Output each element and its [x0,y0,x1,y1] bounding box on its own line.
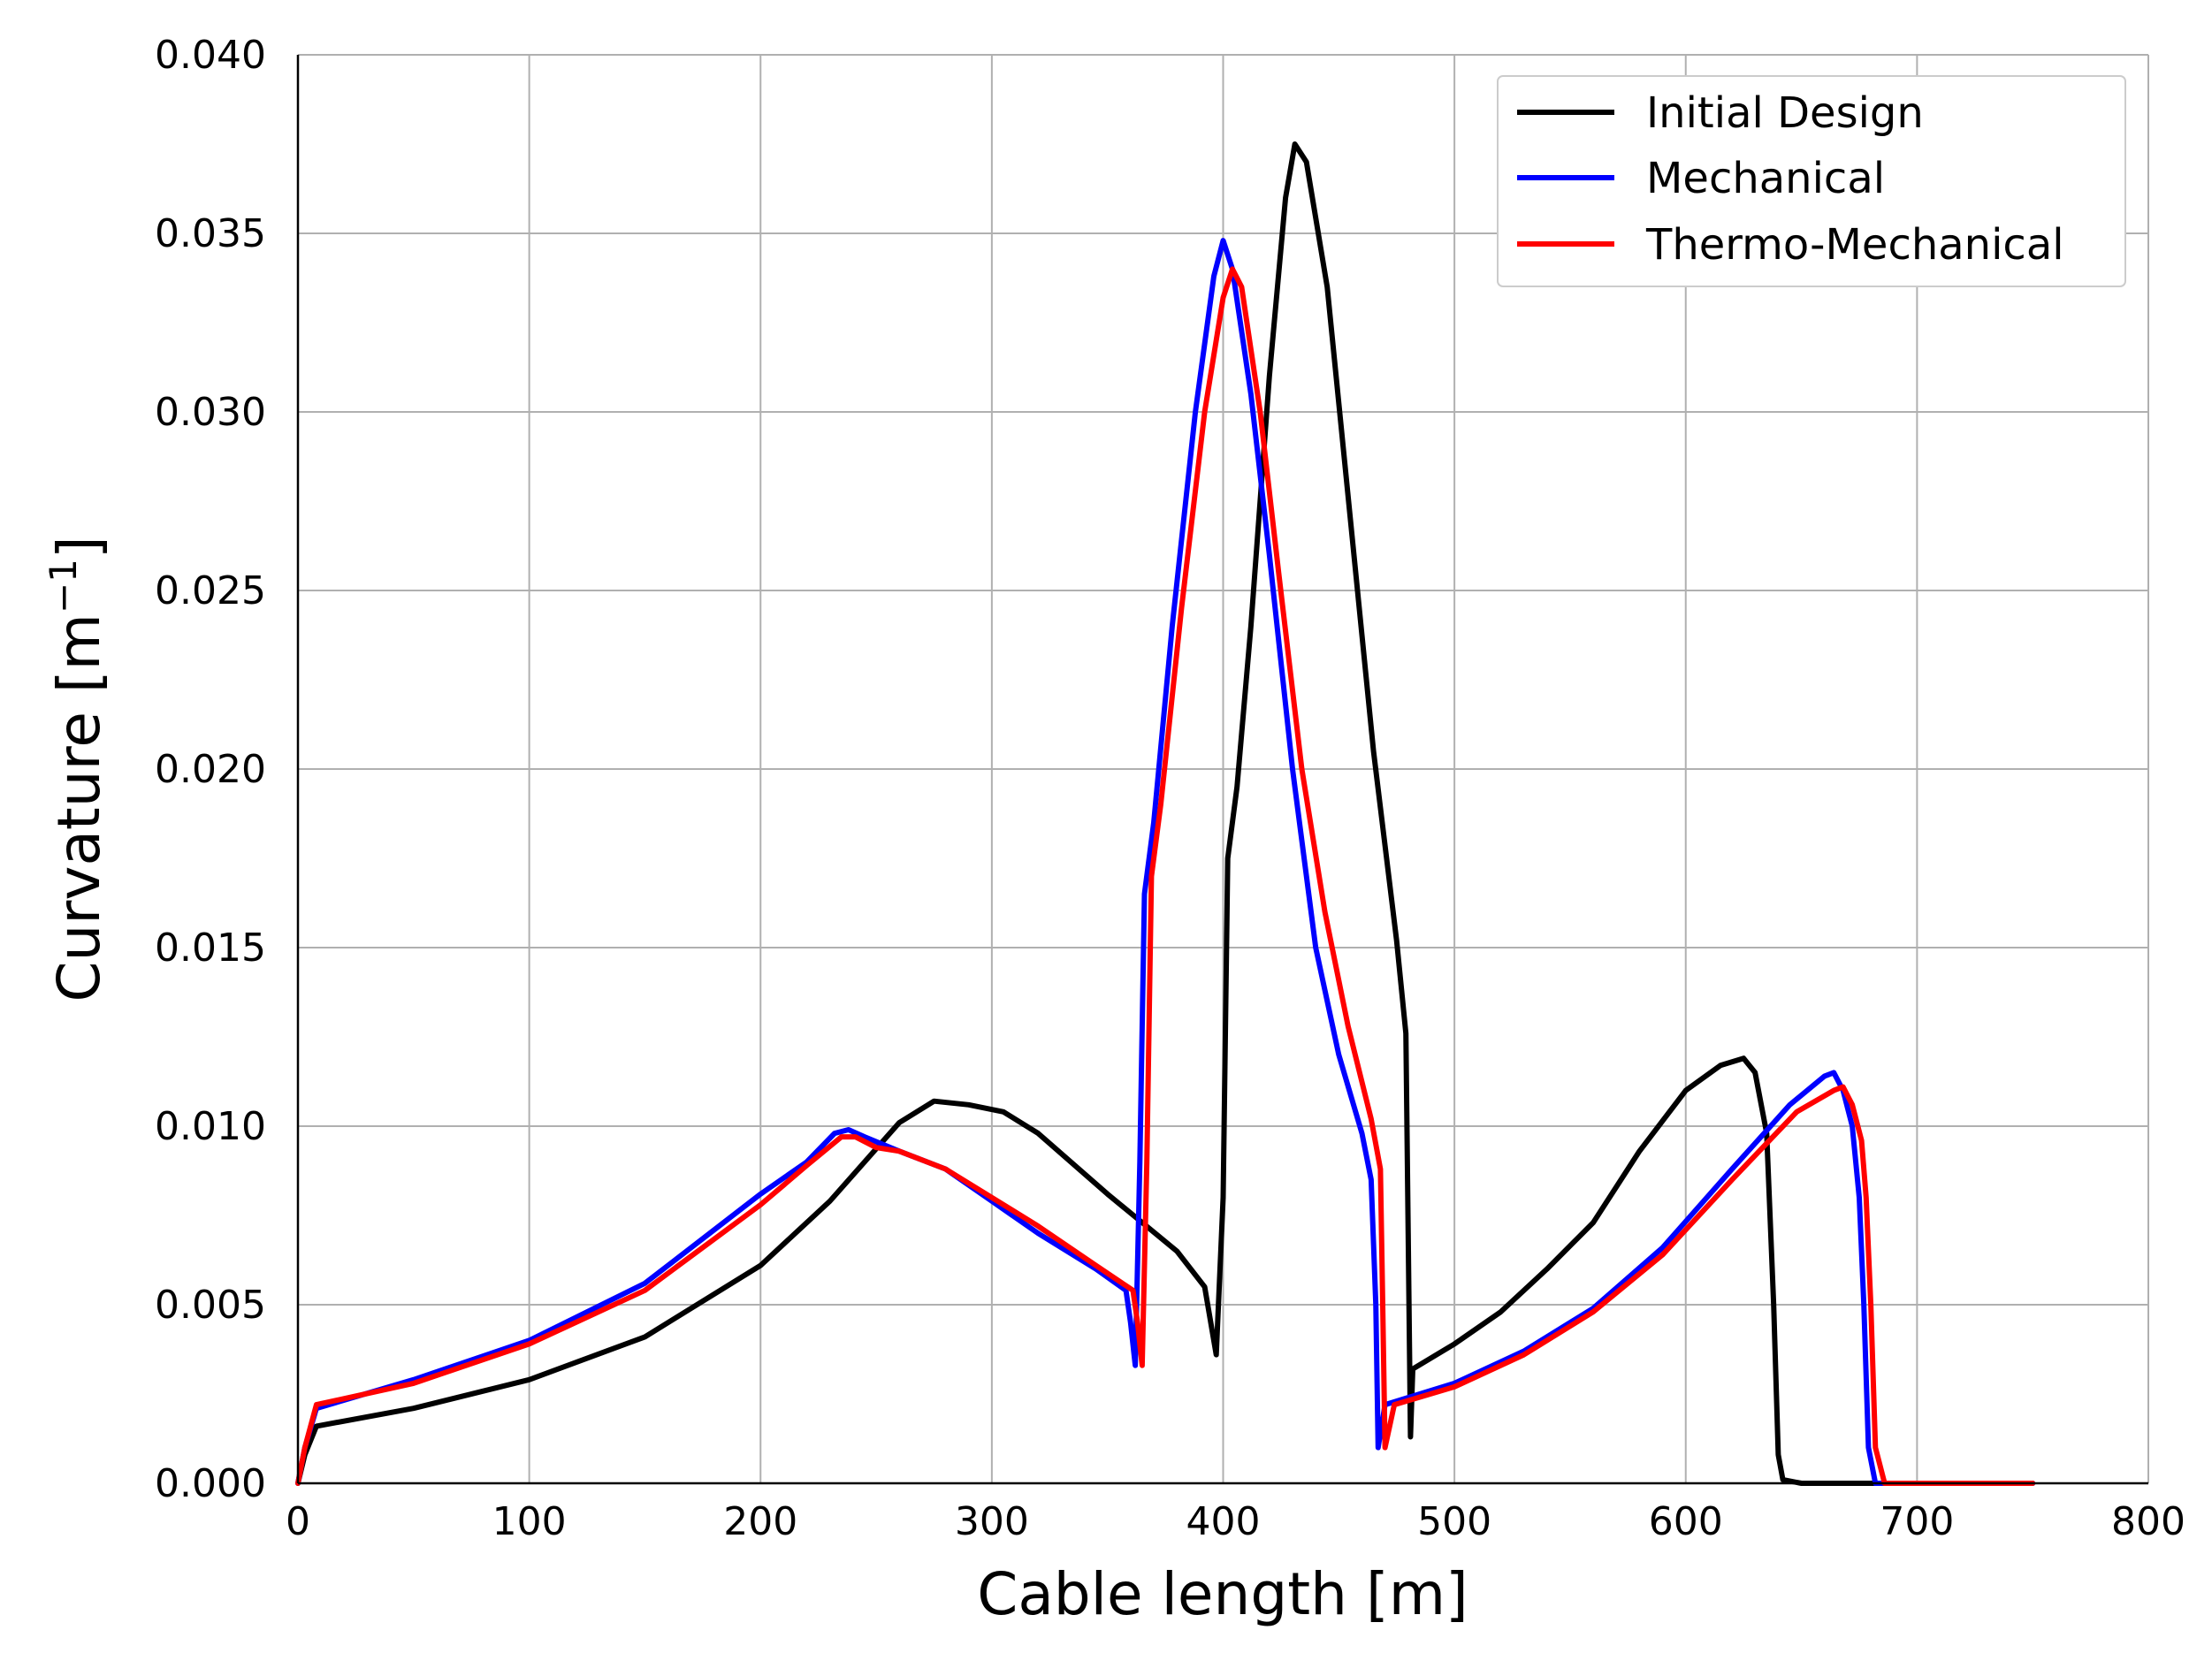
legend-box [1497,75,2126,287]
x-tick-label: 700 [1880,1499,1954,1544]
series-line-mechanical [295,238,2036,1486]
x-axis-title: Cable length [m] [977,1560,1468,1628]
series-lines [295,141,2036,1486]
x-tick-label: 200 [723,1499,797,1544]
y-tick-label: 0.015 [155,926,266,971]
y-tick-label: 0.035 [155,211,266,256]
x-tick-label: 500 [1417,1499,1491,1544]
legend: Initial Design Mechanical Thermo-Mechani… [1497,75,2126,287]
x-tick-label: 300 [955,1499,1029,1544]
legend-label-mechanical: Mechanical [1646,154,1885,203]
x-tick-label: 0 [286,1499,310,1544]
series-line-initial-design [295,141,2036,1486]
y-tick-label: 0.030 [155,390,266,435]
y-axis-title-base: Curvature [m [45,613,113,1002]
x-tick-label: 600 [1649,1499,1723,1544]
series-line-thermo-mechanical [295,266,2036,1486]
y-axis-title: Curvature [m−1] [42,536,113,1002]
x-tick-labels: 0 100 200 300 400 500 600 700 800 [286,1499,2185,1544]
y-axis-title-exponent: −1 [42,559,85,613]
y-tick-label: 0.020 [155,747,266,792]
y-tick-label: 0.005 [155,1283,266,1328]
x-tick-label: 400 [1186,1499,1261,1544]
y-axis-title-close: ] [45,536,113,559]
y-tick-labels: 0.000 0.005 0.010 0.015 0.020 0.025 0.030 0.035… [155,33,266,1506]
axes [296,55,2148,1485]
legend-label-initial-design: Initial Design [1646,88,1924,138]
y-tick-label: 0.040 [155,33,266,78]
x-tick-label: 800 [2111,1499,2185,1544]
legend-label-thermo-mechanical: Thermo-Mechanical [1645,220,2064,270]
y-tick-label: 0.025 [155,568,266,613]
y-tick-label: 0.010 [155,1104,266,1149]
y-tick-label: 0.000 [155,1461,266,1506]
x-tick-label: 100 [492,1499,567,1544]
